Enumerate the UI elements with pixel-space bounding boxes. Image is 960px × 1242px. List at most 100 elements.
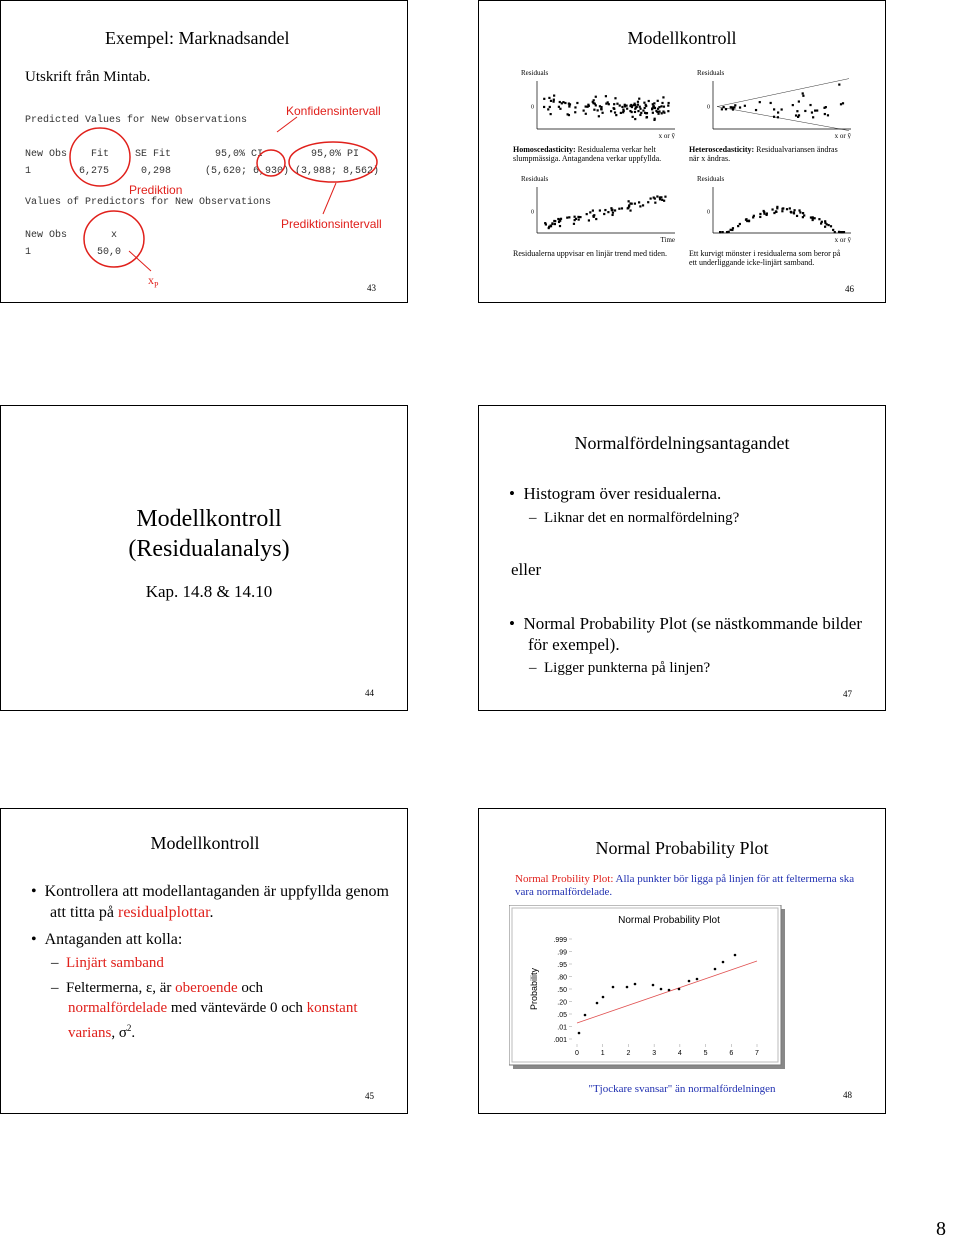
plot-point xyxy=(659,987,663,991)
scatter-dot xyxy=(642,109,645,112)
scatter-dot xyxy=(774,210,778,213)
scatter-dot xyxy=(552,100,555,103)
scatter-dot xyxy=(560,102,563,105)
scatter-dot xyxy=(626,107,629,110)
scatter-dot xyxy=(606,101,609,104)
scatter-dot xyxy=(591,100,594,103)
cell: 6,275 xyxy=(79,166,110,177)
annotation-text: x xyxy=(148,273,154,287)
slide-43: Exempel: Marknadsandel Utskrift från Min… xyxy=(0,0,408,303)
scatter-dot xyxy=(796,115,800,118)
scatter-dot xyxy=(734,104,737,107)
scatter-dot xyxy=(557,105,560,108)
scatter-dot xyxy=(841,102,845,105)
scatter-dot xyxy=(566,216,569,219)
plot-point xyxy=(713,967,717,971)
scatter-dot xyxy=(549,112,552,116)
y-tick-label: .999 xyxy=(553,937,567,944)
scatter-dot xyxy=(827,223,830,227)
scatter-dot xyxy=(838,83,841,86)
y-tick-label: .20 xyxy=(557,1000,567,1007)
slide-46: Modellkontroll 46 Residuals 0 x or ŷ Homosc… xyxy=(478,0,886,303)
x-axis-label: x or ŷ xyxy=(659,132,676,139)
scatter-dot xyxy=(548,96,551,100)
scatter-dot xyxy=(643,101,646,104)
scatter-dot xyxy=(824,106,827,109)
caption-text: Residualerna verkar helt slumpmässiga. A… xyxy=(513,145,662,163)
annotation: Konfidensintervall xyxy=(286,104,381,118)
scatter-dot xyxy=(733,106,736,109)
emphasis: oberoende xyxy=(175,980,238,996)
scatter-dot xyxy=(610,207,613,210)
plot-point xyxy=(595,1001,599,1005)
scatter-dot xyxy=(587,219,591,222)
caption: Residualerna uppvisar en linjär trend me… xyxy=(513,249,673,258)
scatter-dot xyxy=(651,111,654,114)
scatter-dot xyxy=(811,217,815,220)
x-axis-label: Time xyxy=(660,236,675,243)
scatter-dot xyxy=(566,113,569,116)
scatter-dot xyxy=(719,231,722,234)
scatter-dot xyxy=(652,105,655,108)
scatter-dot xyxy=(577,218,580,221)
scatter-dot xyxy=(631,115,634,118)
scatter-dot xyxy=(544,222,547,225)
title-line: Modellkontroll xyxy=(136,506,282,532)
scatter-dot xyxy=(781,207,784,210)
bullet: • Antaganden att kolla: xyxy=(31,931,183,948)
plot-point xyxy=(633,982,637,986)
scatter-dot xyxy=(662,110,665,113)
scatter-dot xyxy=(634,117,637,121)
scatter-dot xyxy=(804,109,807,113)
scatter-dot xyxy=(829,225,833,228)
scatter-dot xyxy=(776,207,779,210)
scatter-dot xyxy=(613,111,617,114)
plot-point xyxy=(651,983,655,987)
intro: Normal Probility Plot: Alla punkter bör … xyxy=(515,873,855,899)
scatter-dot xyxy=(613,103,616,106)
scatter-dot xyxy=(824,221,827,224)
fit-line xyxy=(576,960,758,1024)
scatter-dot xyxy=(629,209,632,212)
scatter-dot xyxy=(803,214,806,217)
scatter-dot xyxy=(598,209,602,212)
plot-point xyxy=(695,977,699,981)
cell: New Obs xyxy=(25,149,68,160)
bullet-text: , σ xyxy=(111,1025,127,1041)
y-tick-label: .05 xyxy=(557,1012,567,1019)
residual-plot: Residuals 0 x or ŷ xyxy=(521,69,676,139)
scatter-dot xyxy=(763,212,766,215)
scatter-dot xyxy=(758,101,761,104)
x-axis-label: x or ŷ xyxy=(835,132,852,139)
scatter-dot xyxy=(603,212,606,216)
page-label: 47 xyxy=(843,689,852,699)
cell: x xyxy=(111,230,118,241)
scatter-dot xyxy=(585,213,588,216)
zero-label: 0 xyxy=(531,210,534,216)
scatter-dot xyxy=(797,114,801,117)
page-label: 45 xyxy=(365,1091,374,1101)
scatter-dot xyxy=(801,92,804,95)
scatter-dot xyxy=(825,223,828,226)
scatter-dot xyxy=(823,225,827,228)
scatter-dot xyxy=(548,225,551,228)
scatter-dot xyxy=(813,217,816,220)
zero-label: 0 xyxy=(707,105,710,111)
scatter-dot xyxy=(573,215,576,218)
slide-title: Normal Probability Plot xyxy=(595,838,769,858)
caption-text: Ett kurvigt mönster i residualerna som b… xyxy=(689,249,841,267)
scatter-dot xyxy=(653,197,656,200)
scatter-dot xyxy=(579,215,582,219)
scatter-dot xyxy=(838,231,842,234)
scatter-dot xyxy=(720,108,723,111)
page-label: 44 xyxy=(365,688,374,698)
annotation-sub: P xyxy=(154,280,159,290)
subtitle: Utskrift från Mintab. xyxy=(25,69,151,85)
scatter-dot xyxy=(809,216,813,219)
bullet-text: Normal Probability Plot (se nästkommande… xyxy=(523,614,862,654)
scatter-dot xyxy=(568,103,572,106)
scatter-dot xyxy=(643,106,646,110)
scatter-dot xyxy=(820,220,823,223)
scatter-dot xyxy=(640,111,643,114)
caption: Ett kurvigt mönster i residualerna som b… xyxy=(689,249,849,267)
